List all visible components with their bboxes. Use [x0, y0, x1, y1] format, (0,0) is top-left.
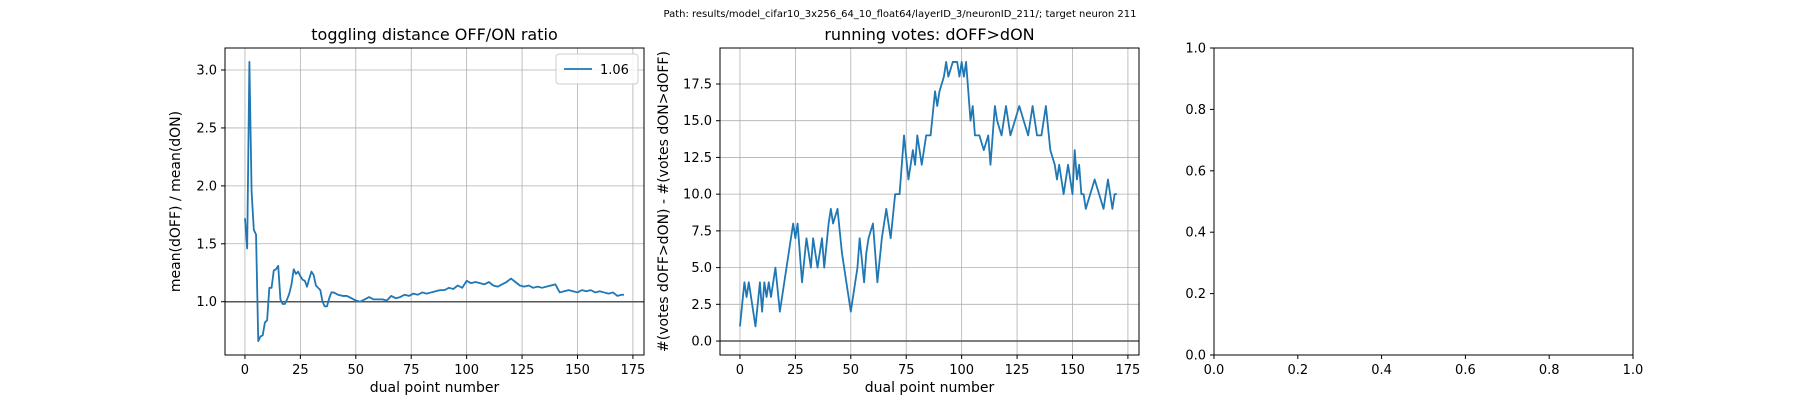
- y-tick-label: 7.5: [691, 224, 712, 239]
- y-tick-label: 15.0: [683, 114, 712, 129]
- axes-frame: [1213, 47, 1634, 356]
- y-tick-label: 2.0: [196, 179, 217, 194]
- series-line: [244, 61, 625, 343]
- y-tick-label: 2.5: [196, 121, 217, 136]
- x-tick-label: 0.4: [1371, 363, 1392, 378]
- x-tick-label: 125: [1005, 363, 1030, 378]
- x-tick-label: 100: [949, 363, 974, 378]
- x-tick-label: 1.0: [1623, 363, 1644, 378]
- y-tick-label: 12.5: [683, 151, 712, 166]
- y-tick-label: 1.0: [196, 295, 217, 310]
- x-tick-label: 0.2: [1287, 363, 1308, 378]
- series-line: [739, 61, 1117, 328]
- x-tick-label: 25: [787, 363, 804, 378]
- y-tick-label: 10.0: [683, 188, 712, 203]
- chart-title: toggling distance OFF/ON ratio: [311, 25, 557, 44]
- x-tick-label: 0.6: [1455, 363, 1476, 378]
- x-axis-label: dual point number: [370, 380, 500, 396]
- y-axis-label: #(votes dOFF>dON) - #(votes dON>dOFF): [656, 51, 672, 352]
- y-tick-label: 0.0: [691, 335, 712, 350]
- y-tick-label: 0.8: [1185, 103, 1206, 118]
- y-tick-label: 5.0: [691, 261, 712, 276]
- y-tick-label: 1.5: [196, 237, 217, 252]
- empty-plot: 0.0 0.2 0.4 0.6 0.8 1.0 0.0 0.2 0.4 0.6 0.8 1.0: [1185, 42, 1643, 379]
- y-tick-label: 0.6: [1185, 164, 1206, 179]
- x-tick-label: 125: [510, 363, 535, 378]
- x-tick-label: 100: [454, 363, 479, 378]
- x-tick-label: 50: [348, 363, 365, 378]
- y-tick-label: 0.0: [1185, 349, 1206, 364]
- figure-suptitle: Path: results/model_cifar10_3x256_64_10_…: [664, 9, 1137, 20]
- y-tick-label: 17.5: [683, 77, 712, 92]
- axes-frame: [719, 47, 1140, 356]
- y-tick-label: 2.5: [691, 298, 712, 313]
- x-tick-label: 0.0: [1204, 363, 1225, 378]
- y-tick-label: 1.0: [1185, 42, 1206, 57]
- x-tick-label: 175: [621, 363, 646, 378]
- x-tick-label: 75: [403, 363, 420, 378]
- x-tick-label: 150: [565, 363, 590, 378]
- y-axis-label: mean(dOFF) / mean(dON): [168, 111, 184, 292]
- x-tick-label: 25: [292, 363, 309, 378]
- y-tick-label: 0.4: [1185, 226, 1206, 241]
- legend-label: 1.06: [600, 63, 629, 78]
- x-tick-label: 150: [1060, 363, 1085, 378]
- x-tick-label: 75: [898, 363, 915, 378]
- x-tick-label: 0: [241, 363, 249, 378]
- x-tick-label: 175: [1116, 363, 1141, 378]
- x-tick-label: 0.8: [1539, 363, 1560, 378]
- y-tick-label: 0.2: [1185, 287, 1206, 302]
- x-axis-label: dual point number: [865, 380, 995, 396]
- chart-title: running votes: dOFF>dON: [824, 25, 1034, 44]
- x-tick-label: 0: [736, 363, 744, 378]
- ratio-plot: 0 25 50 75 100 125 150 175 1.0 1.5 2.0 2.5 3.0 toggli…: [168, 25, 645, 396]
- y-tick-label: 3.0: [196, 64, 217, 79]
- votes-plot: 0 25 50 75 100 125 150 175 0.0 2.5 5.0 7.5 10.0 12.5 1…: [656, 25, 1140, 396]
- x-tick-label: 50: [843, 363, 860, 378]
- axes-frame: [224, 47, 645, 356]
- legend-box: [555, 53, 639, 85]
